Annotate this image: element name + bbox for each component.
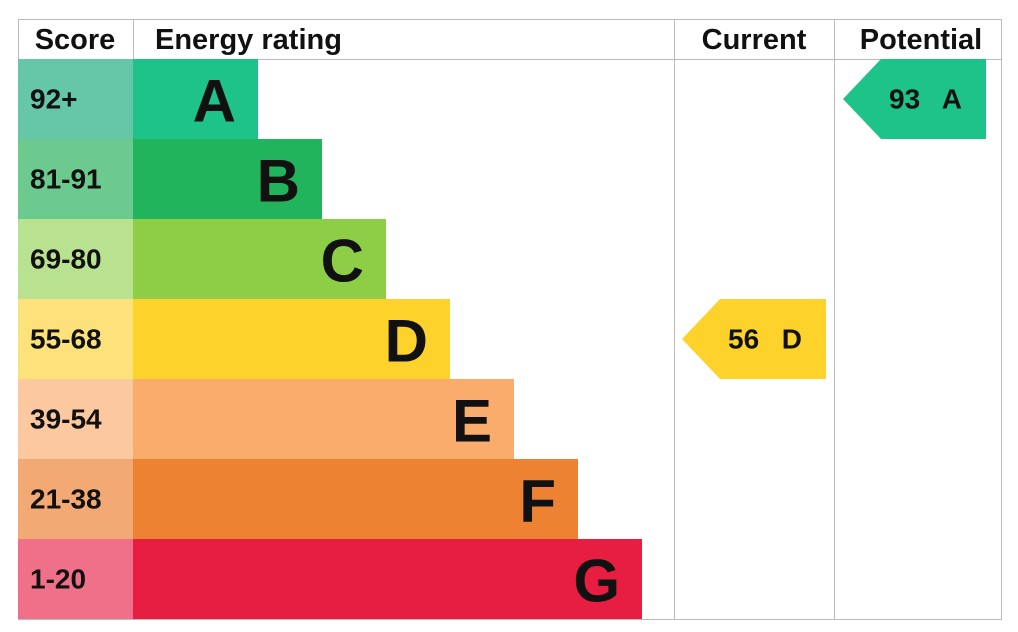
score-cell bbox=[18, 379, 133, 459]
potential-arrow bbox=[843, 59, 986, 139]
rating-bar bbox=[133, 379, 514, 459]
rating-letter: G bbox=[573, 548, 620, 615]
rating-letter: D bbox=[385, 308, 428, 375]
rating-letter: B bbox=[257, 148, 300, 215]
score-cell bbox=[18, 139, 133, 219]
score-range: 81-91 bbox=[30, 164, 102, 195]
score-range: 55-68 bbox=[30, 324, 102, 355]
score-cell bbox=[18, 459, 133, 539]
current-arrow bbox=[682, 299, 826, 379]
header: Energy rating bbox=[155, 24, 342, 56]
header: Current bbox=[702, 24, 807, 56]
rating-letter: F bbox=[519, 468, 556, 535]
score-range: 69-80 bbox=[30, 244, 102, 275]
rating-letter: E bbox=[452, 388, 492, 455]
score-cell bbox=[18, 59, 133, 139]
rating-bar bbox=[133, 59, 258, 139]
potential-letter: A bbox=[942, 84, 962, 115]
rating-bar bbox=[133, 459, 578, 539]
rating-bar bbox=[133, 139, 322, 219]
current-value: 56 bbox=[728, 324, 759, 355]
potential-value: 93 bbox=[889, 84, 920, 115]
score-cell bbox=[18, 539, 133, 619]
header: Score bbox=[35, 24, 116, 56]
header: Potential bbox=[860, 24, 982, 56]
score-cell bbox=[18, 219, 133, 299]
rating-bar bbox=[133, 299, 450, 379]
rating-letter: C bbox=[321, 228, 364, 295]
score-range: 21-38 bbox=[30, 484, 102, 515]
score-range: 92+ bbox=[30, 84, 78, 115]
score-cell bbox=[18, 299, 133, 379]
score-range: 1-20 bbox=[30, 564, 86, 595]
rating-letter: A bbox=[193, 68, 236, 135]
rating-bar bbox=[133, 539, 642, 619]
rating-bar bbox=[133, 219, 386, 299]
current-letter: D bbox=[782, 324, 802, 355]
score-range: 39-54 bbox=[30, 404, 102, 435]
